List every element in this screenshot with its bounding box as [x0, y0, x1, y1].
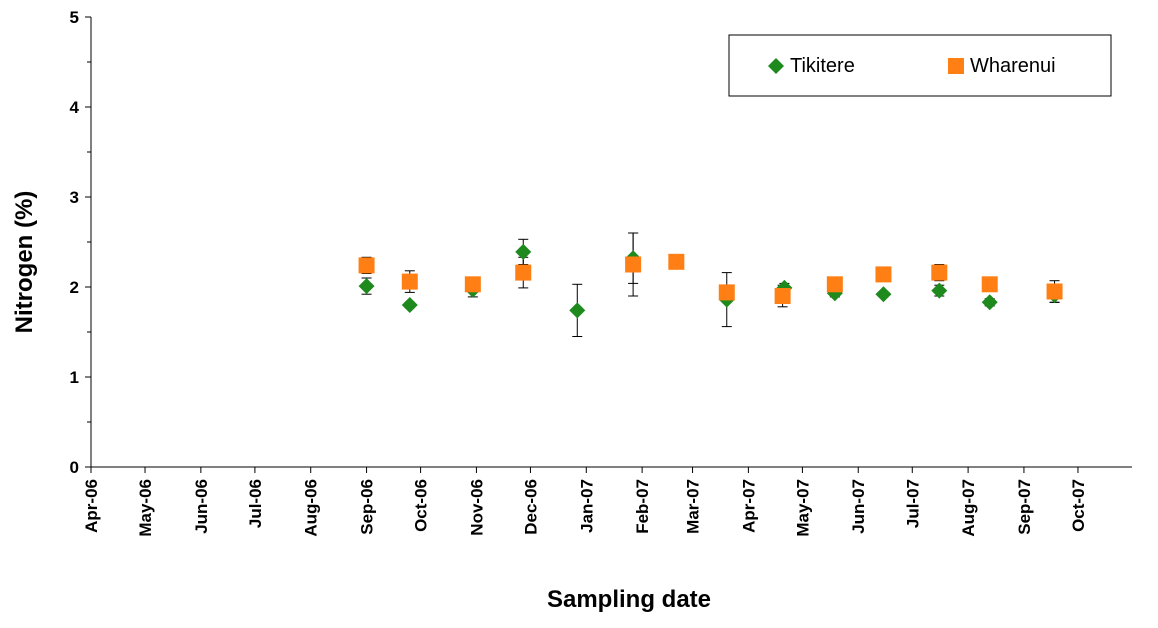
legend-box	[728, 34, 1112, 97]
y-axis-title: Nitrogen (%)	[11, 191, 38, 334]
x-tick-label: May-06	[136, 479, 155, 537]
x-tick-label: Oct-06	[412, 479, 431, 532]
x-tick-label: Aug-06	[302, 479, 321, 537]
data-point-tikitere	[569, 302, 586, 319]
data-point-wharenui	[931, 264, 948, 281]
y-tick-label: 3	[70, 188, 79, 207]
x-tick-label: Jan-07	[577, 479, 596, 533]
data-point-tikitere	[875, 286, 892, 303]
x-tick-label: Jun-06	[192, 479, 211, 534]
data-point-tikitere	[981, 294, 998, 311]
x-tick-label: Feb-07	[633, 479, 652, 534]
data-point-wharenui	[718, 284, 735, 301]
data-point-wharenui	[668, 253, 685, 270]
data-point-wharenui	[875, 266, 892, 283]
x-tick-label: Aug-07	[959, 479, 978, 537]
data-point-wharenui	[401, 273, 418, 290]
data-point-tikitere	[401, 297, 418, 313]
data-point-wharenui	[464, 276, 481, 293]
data-point-wharenui	[981, 276, 998, 293]
x-tick-label: Mar-07	[684, 479, 703, 534]
data-point-tikitere	[931, 282, 948, 299]
legend: Tikitere Wharenui	[728, 34, 1112, 97]
x-tick-label: Nov-06	[467, 479, 486, 536]
data-point-tikitere	[515, 243, 532, 260]
y-tick-label: 4	[70, 98, 80, 117]
x-tick-label: Jul-06	[246, 479, 265, 528]
x-tick-label: Sep-06	[358, 479, 377, 535]
x-tick-label: Apr-07	[739, 479, 758, 533]
x-axis-title: Sampling date	[547, 586, 711, 613]
y-tick-label: 2	[70, 278, 79, 297]
data-point-wharenui	[625, 256, 642, 273]
x-tick-label: Sep-07	[1015, 479, 1034, 535]
legend-label-wharenui: Wharenui	[970, 55, 1056, 77]
legend-swatch-tikitere	[768, 58, 784, 74]
y-tick-label: 1	[70, 368, 79, 387]
data-point-wharenui	[826, 276, 843, 293]
x-tick-label: Jul-07	[903, 479, 922, 528]
data-point-wharenui	[358, 257, 375, 274]
data-point-wharenui	[515, 264, 532, 281]
data-marks	[358, 232, 1063, 337]
axes: 0 1 2 3 4 5 Apr-06 May-06 Jun-06 Jul-06 Aug-06 Sep-…	[70, 8, 1132, 537]
data-point-tikitere	[358, 278, 375, 295]
x-tick-label: May-07	[793, 479, 812, 537]
x-tick-label: Dec-06	[521, 479, 540, 535]
x-tick-label: Apr-06	[82, 479, 101, 533]
x-tick-label: Jun-07	[849, 479, 868, 534]
y-tick-label: 5	[70, 8, 79, 27]
data-point-wharenui	[774, 288, 791, 304]
legend-label-tikitere: Tikitere	[790, 55, 855, 77]
y-tick-label: 0	[70, 458, 79, 477]
legend-swatch-wharenui	[948, 58, 964, 74]
data-point-wharenui	[1046, 283, 1063, 300]
x-tick-label: Oct-07	[1069, 479, 1088, 532]
